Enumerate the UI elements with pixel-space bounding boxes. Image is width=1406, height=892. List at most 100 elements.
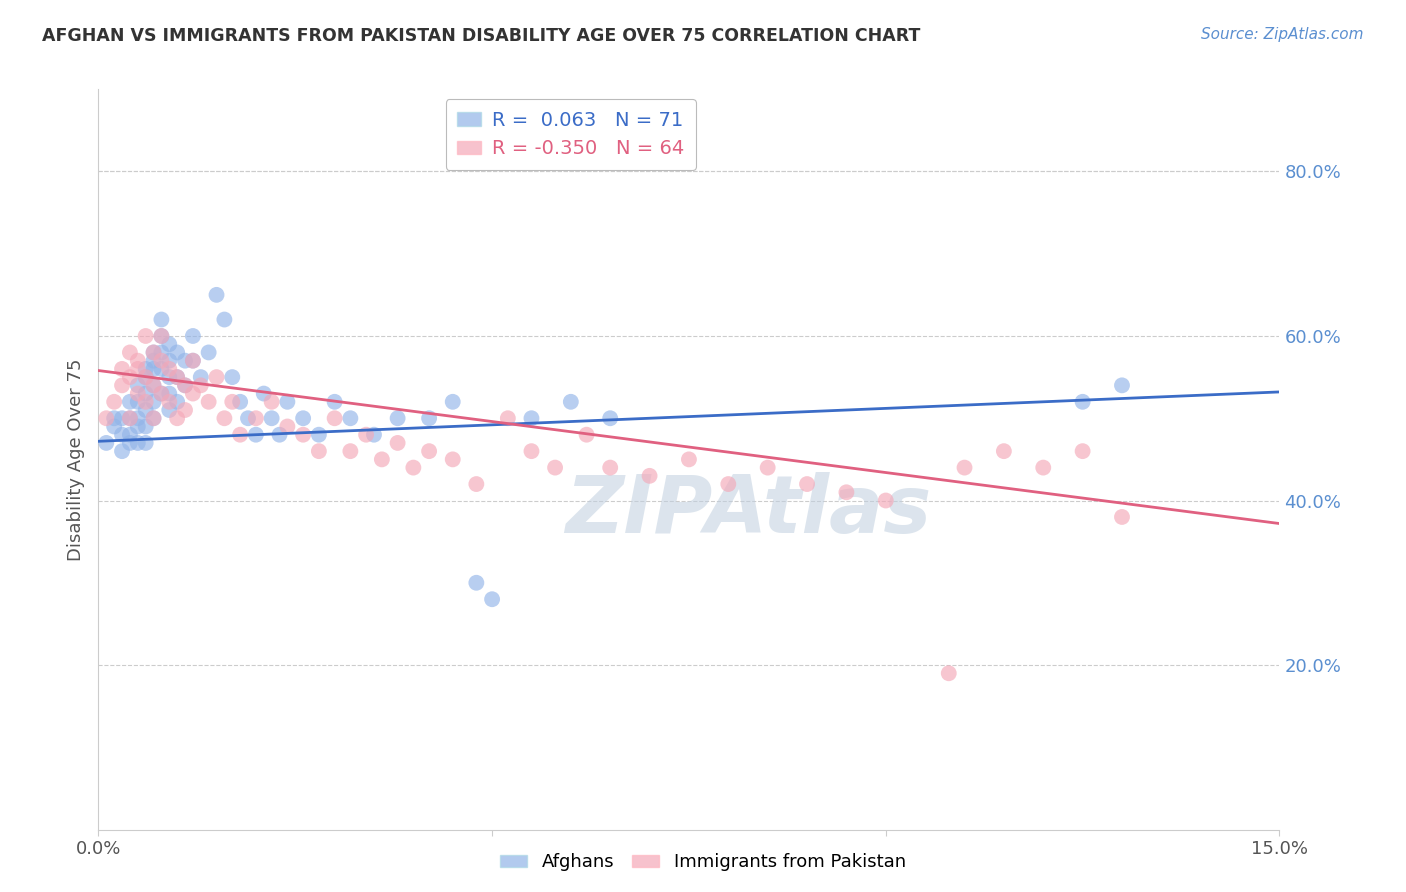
Point bbox=[875, 493, 897, 508]
Point bbox=[181, 353, 204, 368]
Point bbox=[118, 427, 141, 442]
Point bbox=[157, 394, 180, 409]
Point bbox=[418, 411, 440, 425]
Point bbox=[135, 419, 157, 434]
Point bbox=[127, 436, 149, 450]
Point bbox=[181, 329, 204, 343]
Point bbox=[174, 378, 197, 392]
Point bbox=[174, 403, 197, 417]
Point bbox=[103, 394, 125, 409]
Point bbox=[118, 370, 141, 384]
Point bbox=[157, 353, 180, 368]
Point bbox=[245, 427, 267, 442]
Point bbox=[157, 403, 180, 417]
Point bbox=[269, 427, 291, 442]
Point bbox=[166, 370, 188, 384]
Point bbox=[520, 444, 543, 458]
Point bbox=[835, 485, 858, 500]
Point bbox=[441, 394, 464, 409]
Point bbox=[181, 386, 204, 401]
Point bbox=[118, 436, 141, 450]
Point bbox=[197, 345, 219, 359]
Text: AFGHAN VS IMMIGRANTS FROM PAKISTAN DISABILITY AGE OVER 75 CORRELATION CHART: AFGHAN VS IMMIGRANTS FROM PAKISTAN DISAB… bbox=[42, 27, 921, 45]
Point bbox=[96, 411, 118, 425]
Point bbox=[135, 370, 157, 384]
Point bbox=[150, 312, 173, 326]
Point bbox=[253, 386, 276, 401]
Point bbox=[142, 411, 165, 425]
Point bbox=[96, 436, 118, 450]
Point bbox=[150, 329, 173, 343]
Legend: Afghans, Immigrants from Pakistan: Afghans, Immigrants from Pakistan bbox=[494, 847, 912, 879]
Point bbox=[135, 329, 157, 343]
Point bbox=[205, 370, 228, 384]
Point bbox=[229, 427, 252, 442]
Point bbox=[166, 370, 188, 384]
Point bbox=[135, 370, 157, 384]
Point bbox=[166, 411, 188, 425]
Point bbox=[127, 394, 149, 409]
Point bbox=[214, 312, 236, 326]
Point bbox=[127, 419, 149, 434]
Point bbox=[111, 444, 134, 458]
Point bbox=[111, 362, 134, 376]
Point bbox=[150, 329, 173, 343]
Point bbox=[118, 411, 141, 425]
Point bbox=[1111, 378, 1133, 392]
Point bbox=[308, 444, 330, 458]
Point bbox=[418, 444, 440, 458]
Point bbox=[292, 427, 315, 442]
Point bbox=[323, 394, 346, 409]
Point bbox=[938, 666, 960, 681]
Point bbox=[276, 394, 298, 409]
Point bbox=[575, 427, 598, 442]
Point bbox=[638, 468, 661, 483]
Point bbox=[678, 452, 700, 467]
Point bbox=[135, 403, 157, 417]
Point bbox=[387, 436, 409, 450]
Point bbox=[111, 378, 134, 392]
Point bbox=[363, 427, 385, 442]
Point bbox=[560, 394, 582, 409]
Point bbox=[135, 394, 157, 409]
Text: ZIPAtlas: ZIPAtlas bbox=[565, 472, 931, 550]
Point bbox=[599, 411, 621, 425]
Point bbox=[354, 427, 377, 442]
Point bbox=[1071, 444, 1094, 458]
Point bbox=[441, 452, 464, 467]
Point bbox=[796, 477, 818, 491]
Point bbox=[142, 378, 165, 392]
Legend: R =  0.063   N = 71, R = -0.350   N = 64: R = 0.063 N = 71, R = -0.350 N = 64 bbox=[446, 99, 696, 170]
Point bbox=[993, 444, 1015, 458]
Point bbox=[1071, 394, 1094, 409]
Point bbox=[181, 353, 204, 368]
Point bbox=[229, 394, 252, 409]
Point bbox=[150, 345, 173, 359]
Point bbox=[599, 460, 621, 475]
Point bbox=[339, 411, 361, 425]
Point bbox=[544, 460, 567, 475]
Point bbox=[127, 386, 149, 401]
Point bbox=[308, 427, 330, 442]
Point bbox=[190, 370, 212, 384]
Point bbox=[197, 394, 219, 409]
Point bbox=[127, 411, 149, 425]
Point bbox=[150, 353, 173, 368]
Text: Source: ZipAtlas.com: Source: ZipAtlas.com bbox=[1201, 27, 1364, 42]
Point bbox=[292, 411, 315, 425]
Point bbox=[142, 345, 165, 359]
Point bbox=[142, 353, 165, 368]
Point bbox=[135, 362, 157, 376]
Point bbox=[465, 477, 488, 491]
Point bbox=[142, 411, 165, 425]
Point bbox=[142, 345, 165, 359]
Point bbox=[150, 362, 173, 376]
Point bbox=[103, 411, 125, 425]
Point bbox=[166, 345, 188, 359]
Point bbox=[157, 370, 180, 384]
Point bbox=[236, 411, 259, 425]
Point bbox=[1111, 510, 1133, 524]
Point bbox=[214, 411, 236, 425]
Point bbox=[323, 411, 346, 425]
Point bbox=[118, 345, 141, 359]
